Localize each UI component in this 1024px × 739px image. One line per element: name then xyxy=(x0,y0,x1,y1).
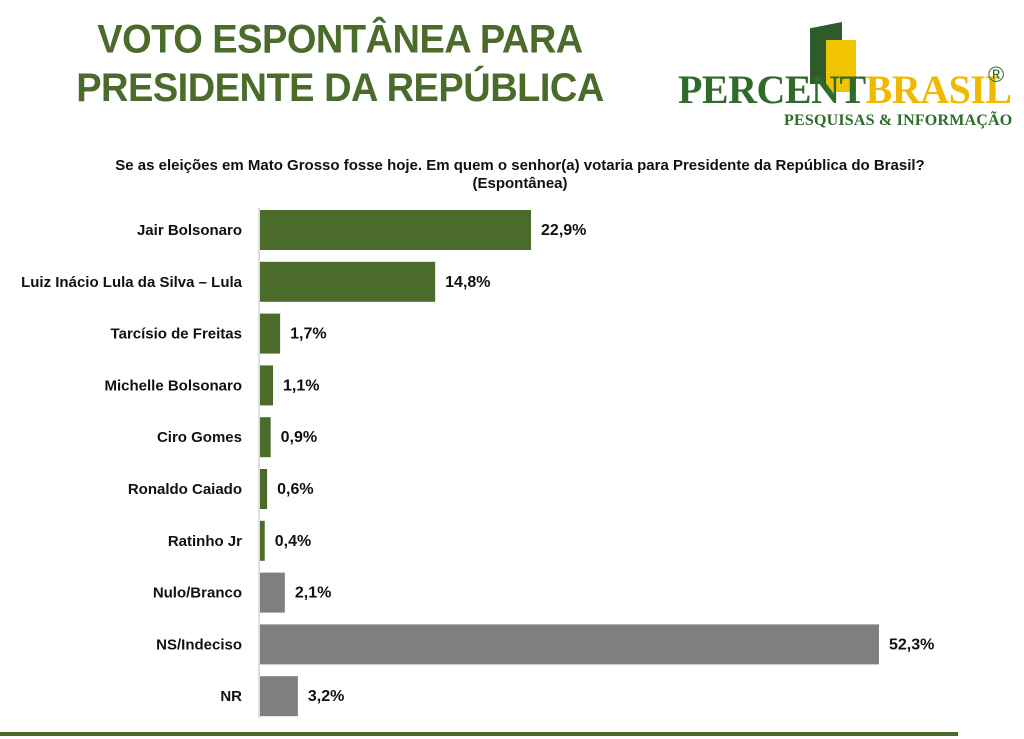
category-label: Tarcísio de Freitas xyxy=(111,326,242,343)
data-label: 3,2% xyxy=(308,688,344,705)
category-label: Michelle Bolsonaro xyxy=(104,377,242,394)
bar xyxy=(260,572,285,613)
logo-registered-mark: ® xyxy=(988,62,1005,87)
category-label: Ciro Gomes xyxy=(157,429,242,446)
data-label: 0,4% xyxy=(275,533,311,550)
bar-chart: Jair Bolsonaro 22,9% Luiz Inácio Lula da S… xyxy=(21,208,934,719)
category-label: Nulo/Branco xyxy=(153,585,242,602)
data-label: 22,9% xyxy=(541,222,586,239)
data-label: 14,8% xyxy=(445,274,490,291)
logo-word-brasil: BRASIL xyxy=(865,67,1012,112)
bar xyxy=(260,313,281,354)
bar xyxy=(260,520,265,561)
category-label: Jair Bolsonaro xyxy=(137,222,242,239)
logo-wordmark: PERCENTBRASIL xyxy=(678,68,1012,112)
data-label: 1,7% xyxy=(290,326,326,343)
data-label: 0,9% xyxy=(281,429,317,446)
logo-subtitle: PESQUISAS & INFORMAÇÃO xyxy=(784,112,1013,129)
category-label: NS/Indeciso xyxy=(156,636,242,653)
data-label: 2,1% xyxy=(295,585,331,602)
data-label: 0,6% xyxy=(277,481,313,498)
bar xyxy=(260,261,436,302)
category-label: Ratinho Jr xyxy=(168,533,242,550)
chart-title: Se as eleições em Mato Grosso fosse hoje… xyxy=(115,157,925,192)
category-label: NR xyxy=(220,688,242,705)
data-label: 52,3% xyxy=(889,636,934,653)
logo-word-percent: PERCENT xyxy=(678,67,866,112)
bar xyxy=(260,676,298,717)
page-title: VOTO ESPONTÂNEA PARA PRESIDENTE DA REPÚB… xyxy=(60,16,620,113)
logo-yellow-flag-icon xyxy=(826,40,856,92)
bar xyxy=(260,365,274,406)
title-line-1: VOTO ESPONTÂNEA PARA xyxy=(97,17,583,62)
bar xyxy=(260,469,268,509)
bar xyxy=(260,417,271,458)
category-label: Ronaldo Caiado xyxy=(128,481,242,498)
data-label: 1,1% xyxy=(283,377,319,394)
percentbrasil-logo: PERCENTBRASIL ® PESQUISAS & INFORMAÇÃO xyxy=(676,12,1016,137)
bar xyxy=(260,624,879,665)
category-label: Luiz Inácio Lula da Silva – Lula xyxy=(21,274,243,291)
bar xyxy=(260,210,532,250)
title-line-2: PRESIDENTE DA REPÚBLICA xyxy=(76,66,604,111)
footer-divider xyxy=(0,732,958,736)
